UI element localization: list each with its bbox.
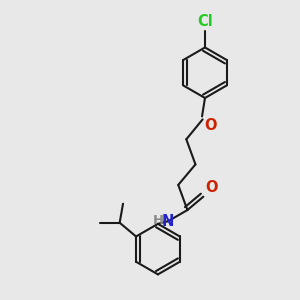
Text: H: H (153, 214, 164, 227)
Text: O: O (205, 181, 218, 196)
Text: O: O (204, 118, 217, 133)
Text: Cl: Cl (197, 14, 213, 29)
Text: N: N (162, 214, 174, 229)
